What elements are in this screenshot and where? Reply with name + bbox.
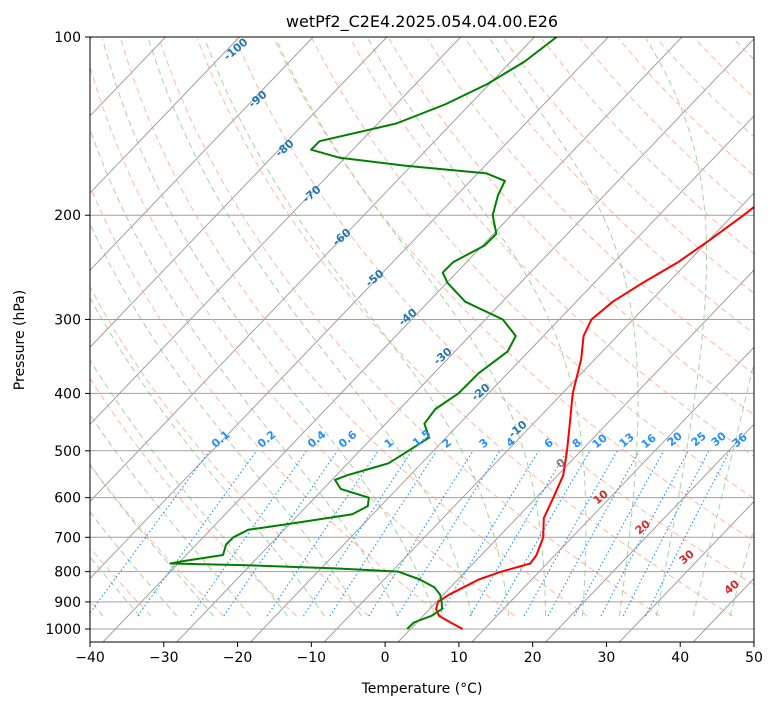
dry-adiabat-line [196,38,734,617]
y-tick-label: 700 [54,530,81,546]
chart-title: wetPf2_C2E4.2025.054.04.00.E26 [286,12,558,32]
dry-adiabat-line [158,38,661,617]
y-tick-label: 200 [54,208,81,224]
y-axis-title: Pressure (hPa) [12,290,28,390]
moist-adiabat-line [90,358,288,617]
mixing-ratio-line [645,450,731,617]
plot-frame [89,36,755,643]
moist-adiabat-line [489,38,639,617]
dry-adiabat-line [235,38,754,586]
isotherm-line [545,423,754,642]
dry-adiabat-line [90,286,370,617]
mixing-ratio-line [302,450,413,617]
y-tick-label: 800 [54,565,81,581]
dry-adiabat-line [273,38,754,542]
isotherm-line [176,38,754,642]
background-lines [90,37,754,642]
x-tick-label: 30 [598,650,616,666]
mixing-ratio-line [223,450,338,617]
mixing-ratio-line [622,450,710,617]
x-tick-label: −40 [75,650,105,666]
isotherm-line [90,37,462,426]
x-tick-label: −20 [223,650,253,666]
isotherm-line [90,37,609,580]
x-tick-label: 50 [745,650,763,666]
moist-adiabat-line [90,464,215,617]
dry-adiabat-line [311,38,754,500]
dry-adiabat-line [503,38,754,295]
mixing-ratio-line [190,450,307,617]
mixing-ratio-line [494,450,591,617]
y-tick-label: 900 [54,595,81,611]
dry-adiabat-line [465,38,754,335]
dry-adiabat-line [90,64,515,617]
isotherm-line [250,115,754,642]
profile-lines [169,37,754,630]
moist-adiabat-line [692,360,754,617]
axes-ticks: −40 −30 −20 −10 0 10 20 30 40 50 100 200 300 400 500 60… [45,30,763,666]
mixing-ratio-line [523,450,618,617]
temperature-profile-line [435,205,754,630]
isotherm-line [90,37,240,194]
isotherm-line [90,37,535,503]
y-tick-label: 500 [54,444,81,460]
moist-adiabat-line [367,38,587,616]
mixing-ratio-line [469,450,568,617]
isotherm-line [90,37,388,348]
y-tick-label: 600 [54,491,81,507]
x-tick-label: 10 [450,650,468,666]
isotherm-line [323,192,754,642]
moist-adiabat-line [90,127,399,617]
moist-adiabat-line [102,38,436,617]
mixing-ratio-line [137,450,257,617]
x-tick-label: 40 [671,650,689,666]
y-tick-label: 100 [54,30,81,46]
mixing-ratio-line [438,450,539,617]
y-tick-label: 1000 [45,622,81,638]
moist-adiabat-line [275,38,547,616]
mixing-ratio-line [397,450,500,617]
moist-adiabat-line [204,38,510,617]
x-tick-label: −30 [149,650,179,666]
dewpoint-profile-line [169,37,558,630]
moist-adiabat-line [90,413,251,617]
dry-adiabat-line [350,38,754,457]
y-tick-label: 400 [54,386,81,402]
mixing-ratio-line [266,450,379,617]
dry-adiabat-line [90,377,297,617]
isotherm-line [102,37,683,642]
dry-adiabat-line [120,38,588,617]
isotherm-line [619,500,754,642]
isotherm-line [397,269,754,642]
moist-adiabat-line [645,38,707,617]
dry-adiabat-line [426,38,754,375]
moist-adiabat-line [729,527,754,617]
dry-adiabat-line [90,185,443,617]
y-tick-label: 300 [54,312,81,328]
mixing-ratio-line [90,450,210,614]
moist-adiabat-line [90,222,362,617]
x-tick-label: −10 [297,650,327,666]
dry-adiabat-line [388,38,754,416]
x-tick-label: 20 [524,650,542,666]
mixing-ratio-line [329,450,438,617]
x-tick-label: 0 [381,650,390,666]
isotherm-line [471,346,754,642]
moist-adiabat-line [147,38,473,617]
isotherm-line [90,37,314,271]
mixing-ratio-line [368,450,474,617]
x-axis-title: Temperature (°C) [361,681,483,697]
moist-adiabat-line [90,296,325,617]
